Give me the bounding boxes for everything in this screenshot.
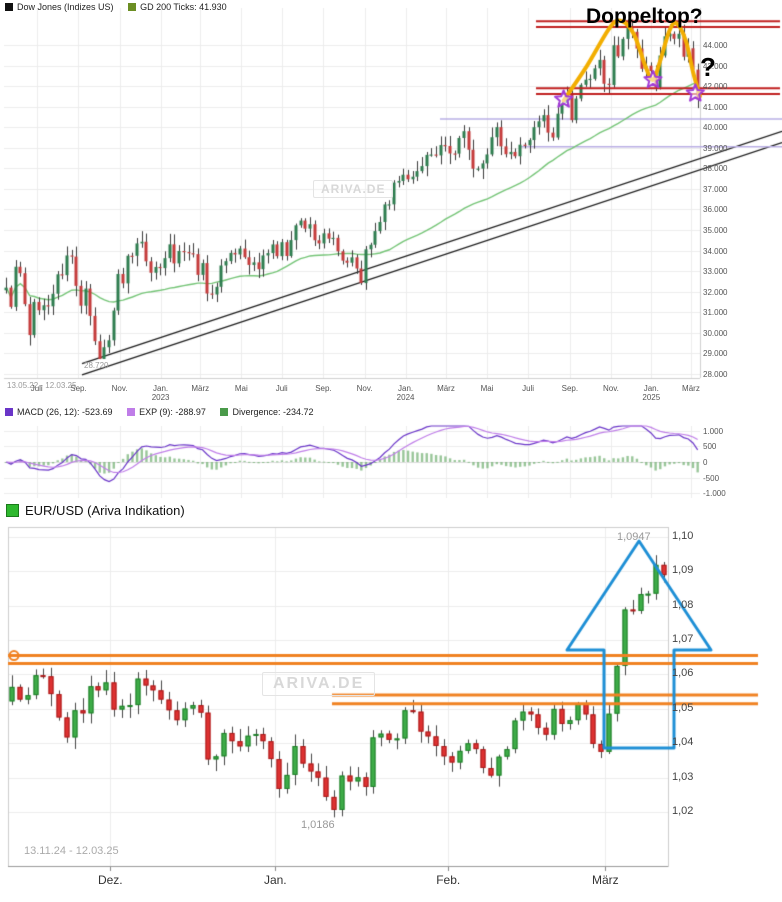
macd-divergence-swatch — [220, 408, 229, 416]
macd-divergence-label: Divergence: -234.72 — [232, 407, 314, 417]
dow-series-label: Dow Jones (Indizes US) — [17, 2, 114, 12]
dow-low-value-label: 28.720 — [84, 361, 109, 370]
macd-legend: MACD (26, 12): -523.69 EXP (9): -288.97 … — [5, 407, 314, 418]
question-mark-annotation: ? — [700, 52, 716, 82]
watermark-ariva-bottom: ARIVA.DE — [262, 672, 376, 696]
eurusd-date-range: 13.11.24 - 12.03.25 — [24, 845, 119, 857]
eurusd-low-label: 1,0186 — [301, 819, 335, 831]
watermark-ariva-top: ARIVA.DE — [313, 180, 394, 198]
macd-line-swatch — [5, 408, 13, 416]
macd-signal-swatch — [127, 408, 136, 416]
eurusd-high-label: 1,0947 — [617, 531, 651, 543]
gd200-label: GD 200 Ticks: 41.930 — [140, 2, 227, 12]
eurusd-title: EUR/USD (Ariva Indikation) — [25, 503, 185, 518]
eurusd-candlestick-canvas — [0, 520, 782, 902]
macd-line-label: MACD (26, 12): -523.69 — [17, 407, 113, 417]
gd200-swatch — [128, 3, 137, 11]
eurusd-series-swatch — [6, 504, 19, 517]
dow-date-range: 13.05.22 - 12.03.25 — [7, 381, 77, 390]
doppeltop-annotation: Doppeltop? — [586, 5, 703, 28]
dow-candlestick-canvas — [0, 0, 782, 404]
dow-legend: Dow Jones (Indizes US) GD 200 Ticks: 41.… — [5, 2, 227, 13]
eurusd-chart-header: EUR/USD (Ariva Indikation) — [6, 503, 185, 518]
dow-series-swatch — [5, 3, 13, 11]
macd-signal-label: EXP (9): -288.97 — [139, 407, 206, 417]
macd-indicator-canvas — [0, 404, 782, 504]
